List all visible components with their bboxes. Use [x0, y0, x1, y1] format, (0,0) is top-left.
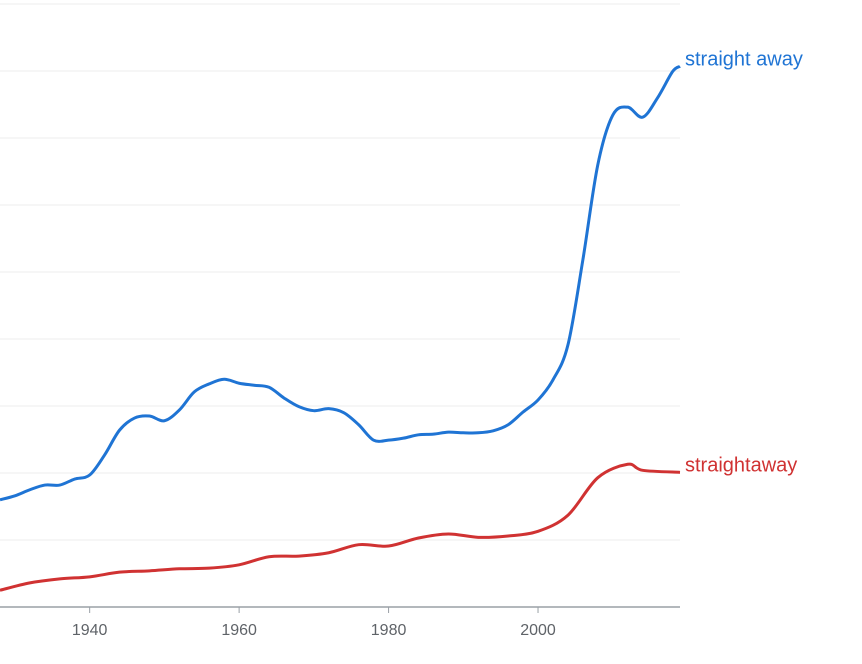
x-tick-label: 1960 — [221, 622, 257, 639]
x-tick-label: 1940 — [72, 622, 108, 639]
series-label: straightaway — [685, 455, 797, 477]
x-tick-label: 1980 — [371, 622, 407, 639]
series-label: straight away — [685, 49, 803, 71]
x-tick-label: 2000 — [520, 622, 556, 639]
line — [0, 64, 681, 502]
line — [0, 462, 681, 592]
